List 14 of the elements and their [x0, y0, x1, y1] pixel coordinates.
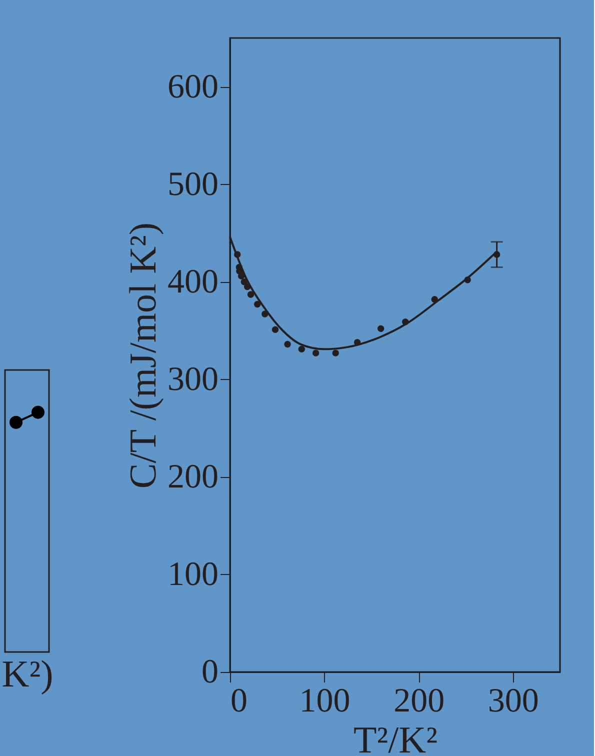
x-tick-label: 200 — [394, 682, 445, 720]
y-tick-label: 0 — [202, 654, 218, 690]
y-tick-label: 200 — [168, 458, 218, 496]
y-tick-label: 100 — [168, 556, 218, 593]
x-axis-title: K²) — [2, 654, 54, 696]
x-tick-label: 0 — [230, 682, 248, 720]
y-tick-label: 400 — [168, 263, 218, 300]
x-axis-title: T²/K² — [354, 720, 438, 756]
x-tick-label: 300 — [488, 682, 539, 720]
x-tick-label: 100 — [299, 682, 350, 720]
y-tick-label: 300 — [168, 360, 218, 398]
y-tick-label: 600 — [168, 68, 218, 106]
y-tick-label: 500 — [168, 166, 218, 203]
y-axis-title: C/T /(mJ/mol K²) — [122, 222, 164, 489]
